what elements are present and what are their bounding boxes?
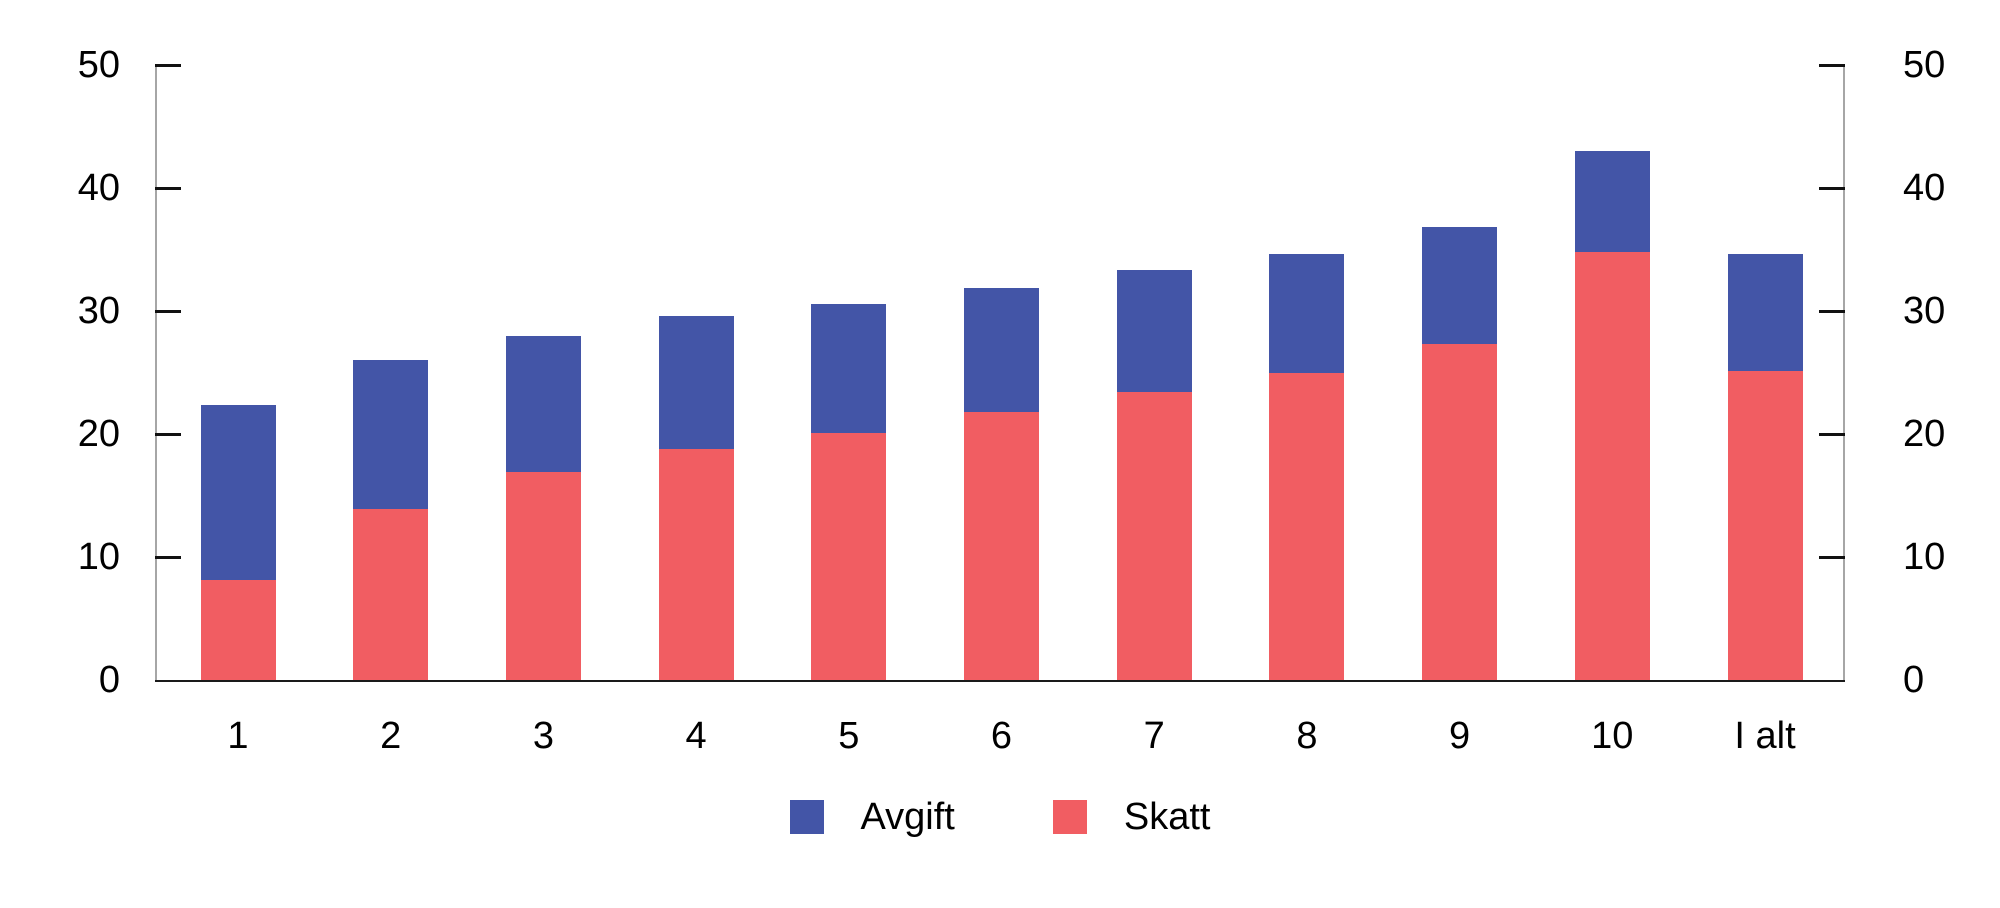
bar-avgift-9 [1422, 227, 1498, 345]
y-tick-label-10-right: 10 [1903, 536, 1946, 578]
bar-skatt-3 [505, 472, 581, 680]
bar-avgift-5 [811, 303, 887, 433]
x-tick-label-8: 8 [1296, 715, 1318, 757]
x-axis-line [155, 680, 1845, 682]
x-tick-label-10: 10 [1591, 715, 1634, 757]
y-tick-40-left [155, 186, 181, 190]
y-tick-label-50-left: 50 [77, 44, 120, 86]
x-tick-label-6: 6 [990, 715, 1013, 757]
skatt-color-swatch [1052, 800, 1087, 834]
y-tick-label-20-right: 20 [1903, 413, 1946, 455]
legend-label-skatt: Skatt [1123, 796, 1211, 838]
x-tick-label-3: 3 [532, 715, 554, 757]
y-tick-40-right [1819, 186, 1845, 190]
y-tick-label-0-right: 0 [1903, 659, 1925, 701]
bar-skatt-7 [1116, 392, 1192, 680]
y-axis-line-right [1843, 65, 1845, 680]
bar-avgift-3 [505, 335, 581, 473]
y-tick-20-left [155, 432, 181, 436]
bar-avgift-6 [964, 287, 1039, 412]
y-tick-label-40-left: 40 [77, 167, 120, 209]
y-tick-label-40-right: 40 [1903, 167, 1946, 209]
y-tick-label-50-right: 50 [1903, 44, 1946, 86]
bar-avgift-2 [353, 360, 429, 510]
avgift-color-swatch [789, 800, 824, 834]
y-tick-30-left [155, 309, 181, 313]
legend-item-skatt: Skatt [1052, 795, 1211, 839]
bar-skatt-10 [1574, 251, 1650, 680]
bar-skatt-2 [353, 509, 429, 680]
y-tick-30-right [1819, 309, 1845, 313]
y-tick-10-right [1819, 555, 1845, 559]
x-tick-label-9: 9 [1449, 715, 1471, 757]
bar-skatt-1 [200, 580, 276, 680]
x-tick-label-5: 5 [838, 715, 860, 757]
bar-skatt-I alt [1727, 371, 1803, 680]
x-tick-label-4: 4 [685, 715, 707, 757]
bar-skatt-5 [811, 432, 887, 680]
bar-avgift-10 [1574, 151, 1650, 252]
y-tick-label-0-left: 0 [98, 659, 120, 701]
legend: Avgift Skatt [0, 795, 2000, 839]
y-tick-label-30-right: 30 [1903, 290, 1946, 332]
bar-avgift-1 [200, 404, 276, 581]
x-tick-label-7: 7 [1143, 715, 1165, 757]
y-tick-50-left [155, 63, 181, 67]
plot-area [155, 63, 1845, 682]
bar-avgift-8 [1269, 254, 1345, 373]
y-tick-20-right [1819, 432, 1845, 436]
bar-avgift-4 [658, 315, 734, 449]
legend-label-avgift: Avgift [860, 796, 955, 838]
bar-avgift-7 [1116, 270, 1192, 393]
bar-skatt-8 [1269, 372, 1345, 680]
bar-avgift-I alt [1727, 254, 1803, 372]
y-tick-label-30-left: 30 [77, 290, 120, 332]
x-tick-label-2: 2 [380, 715, 402, 757]
y-tick-label-20-left: 20 [77, 413, 120, 455]
x-tick-label-I alt: I alt [1734, 715, 1796, 757]
y-tick-50-right [1819, 63, 1845, 67]
y-tick-10-left [155, 555, 181, 559]
x-tick-label-1: 1 [227, 715, 249, 757]
y-axis-line-left [155, 65, 157, 680]
bar-skatt-6 [964, 411, 1039, 680]
legend-item-avgift: Avgift [789, 795, 955, 839]
y-tick-label-10-left: 10 [77, 536, 120, 578]
bar-skatt-4 [658, 448, 734, 680]
bar-skatt-9 [1422, 344, 1498, 680]
